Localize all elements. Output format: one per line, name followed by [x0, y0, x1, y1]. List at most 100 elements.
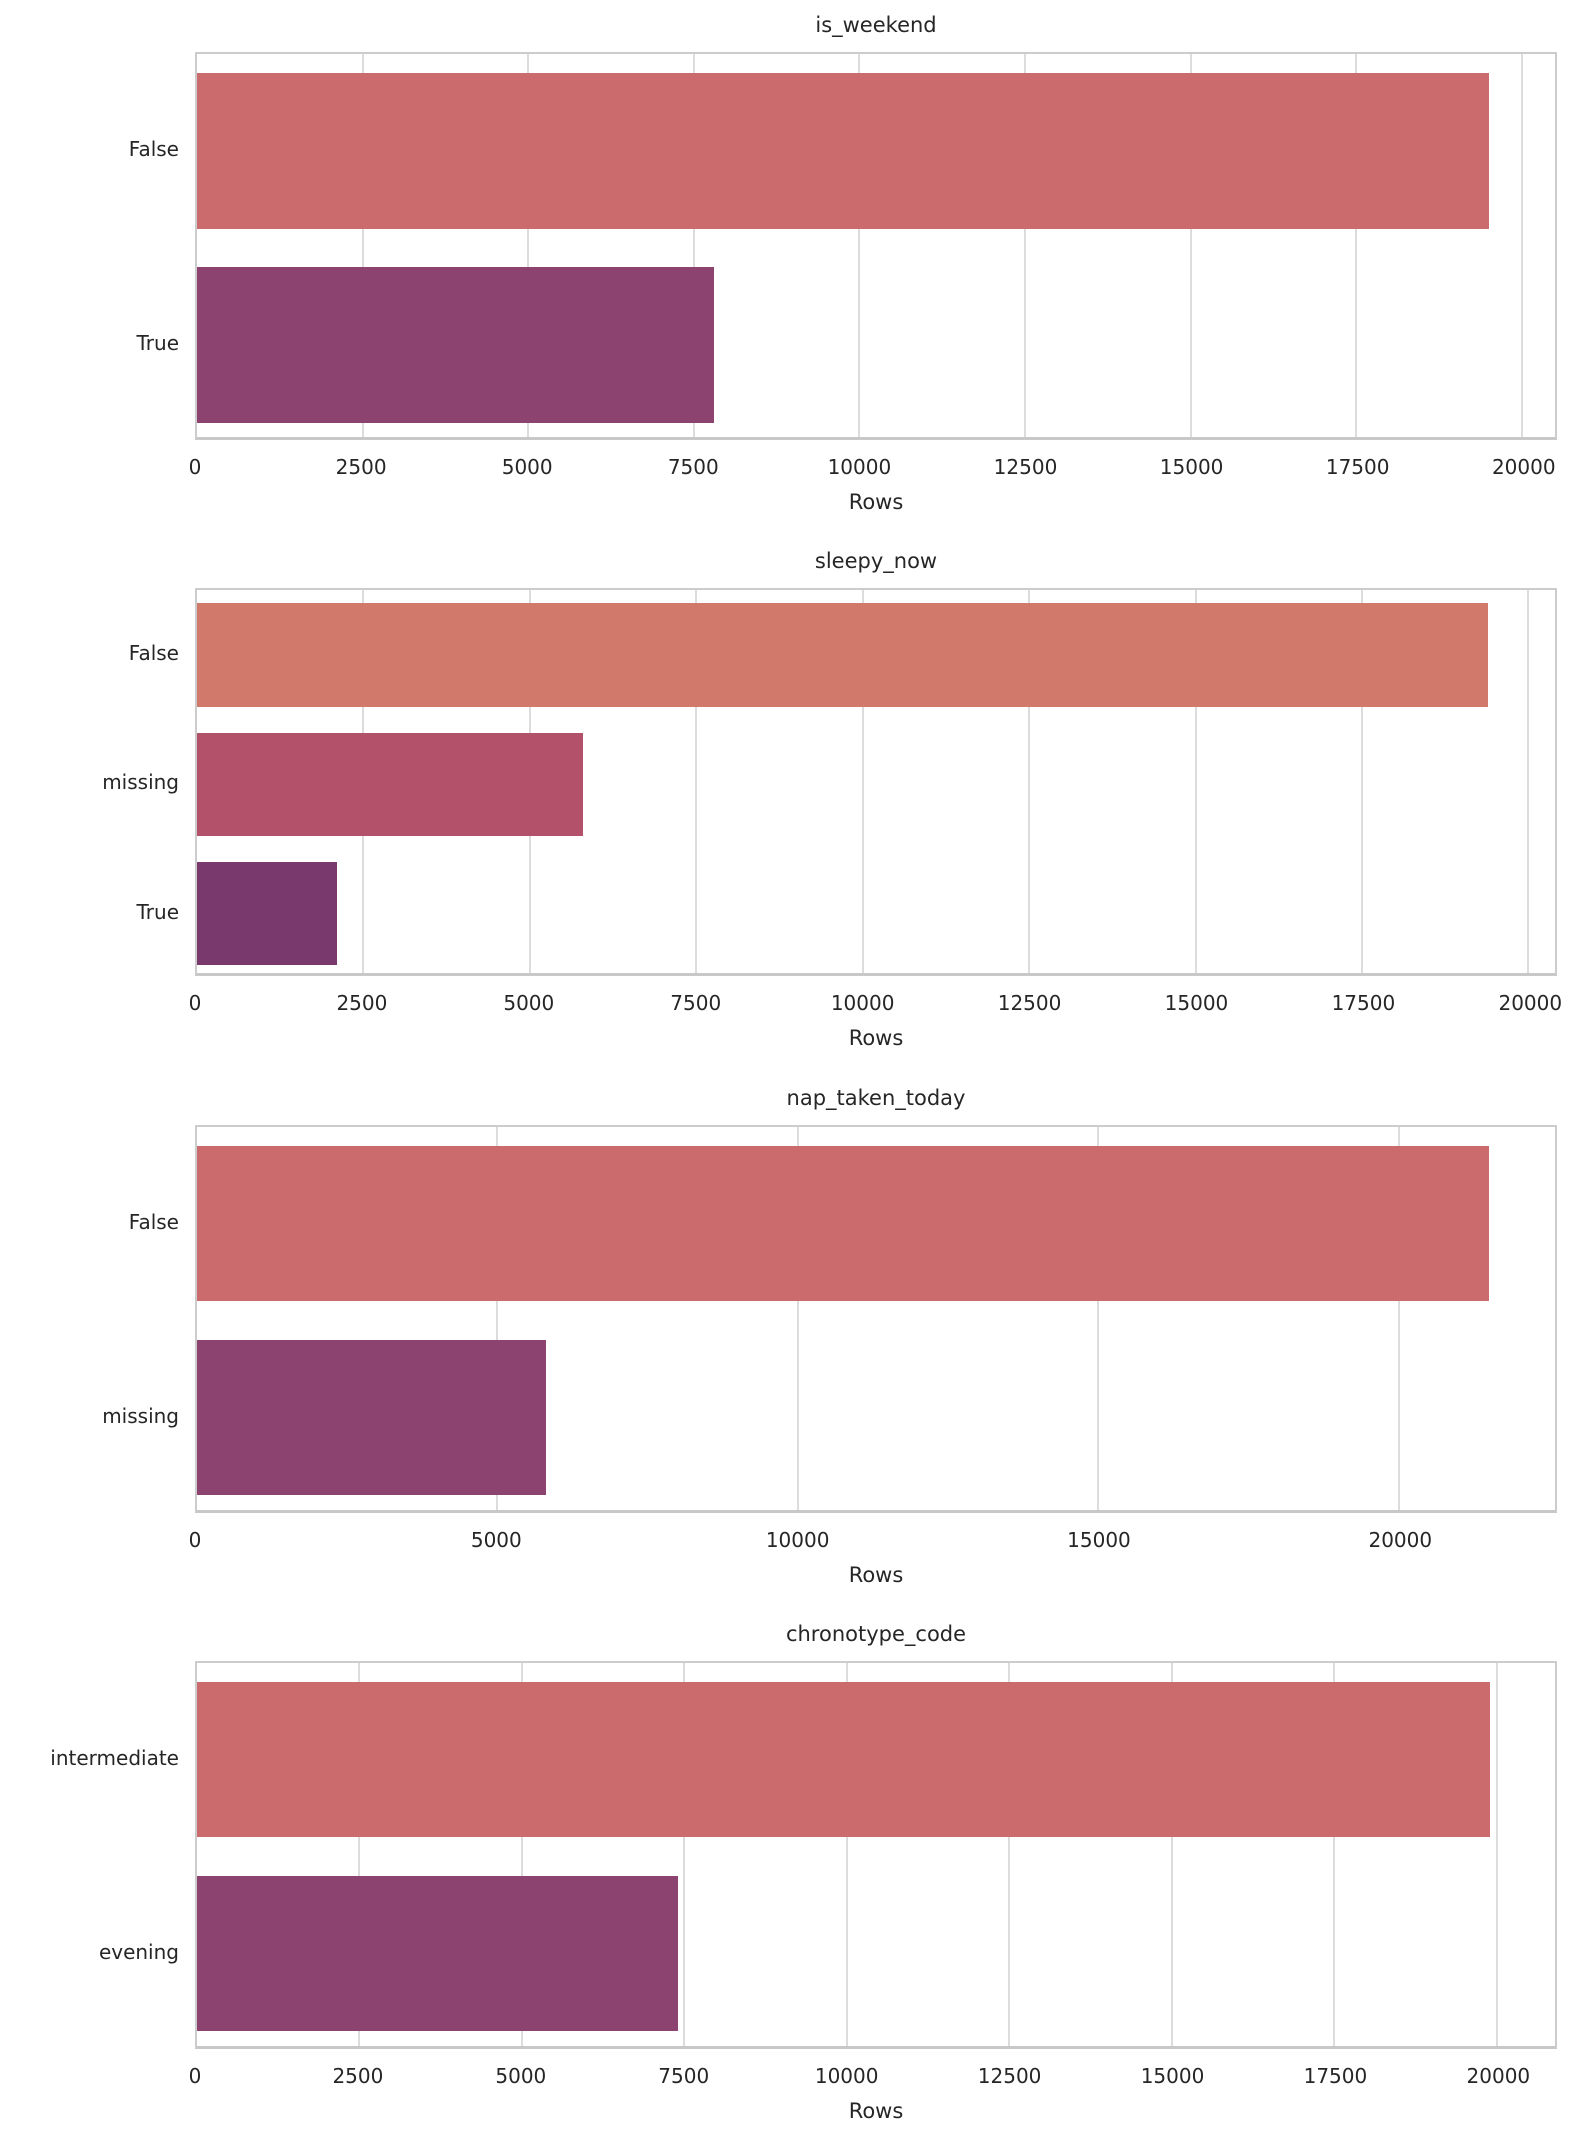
- gridline: [1189, 54, 1192, 437]
- gridline: [1495, 1662, 1498, 2046]
- x-axis-ticks: 0 2500 5000 7500 10000 12500 15000 17500 20000: [189, 2063, 1557, 2088]
- x-tick-label: 15000: [1159, 455, 1224, 479]
- y-axis-labels: False missing: [0, 1125, 179, 1513]
- subplot-is_weekend: is_weekend False True 0 2500 5000 7500 10000 125…: [0, 0, 1572, 536]
- subplot-chronotype_code: chronotype_code intermediate evening 0 2500 5…: [0, 1609, 1572, 2145]
- bar-False: [197, 1145, 1489, 1302]
- x-tick-label: 0: [188, 455, 202, 479]
- bar-missing: [197, 1339, 546, 1496]
- gridline: [1333, 1662, 1336, 2046]
- x-tick-label: 15000: [1067, 1527, 1131, 1552]
- plot-area: [195, 52, 1557, 440]
- x-tick-label: 10000: [827, 455, 892, 479]
- x-axis-label: Rows: [848, 490, 904, 514]
- gridline: [1355, 54, 1358, 437]
- gridline: [520, 1662, 523, 2046]
- bar-missing: [197, 732, 584, 836]
- bar-intermediate: [197, 1682, 1491, 1838]
- plot-title: sleepy_now: [814, 549, 938, 574]
- y-axis-labels: False True: [0, 52, 179, 440]
- y-axis-labels: intermediate evening: [0, 1661, 179, 2049]
- y-tick-label: evening: [98, 1939, 179, 1964]
- x-axis-label: Rows: [848, 2098, 904, 2123]
- gridline: [796, 1126, 799, 1510]
- plot-title: nap_taken_today: [786, 1085, 966, 1110]
- x-tick-label: 7500: [658, 2063, 710, 2088]
- gridline: [692, 54, 695, 437]
- gridline: [845, 1662, 848, 2046]
- gridline: [858, 54, 861, 437]
- plot-title: chronotype_code: [785, 1621, 967, 1646]
- x-axis-ticks: 0 2500 5000 7500 10000 12500 15000 17500 20000: [189, 991, 1562, 1016]
- y-tick-label: missing: [102, 770, 179, 795]
- x-tick-label: 20000: [1466, 2063, 1531, 2088]
- y-tick-label: False: [128, 1209, 179, 1234]
- x-tick-label: 10000: [830, 991, 895, 1016]
- y-axis-labels: False missing True: [0, 588, 179, 976]
- gridline: [361, 54, 364, 437]
- x-axis-ticks: 0 5000 10000 15000 20000: [189, 1527, 1557, 1552]
- y-tick-label: True: [136, 331, 179, 355]
- x-tick-label: 5000: [495, 2063, 547, 2088]
- gridline: [1360, 590, 1363, 974]
- x-tick-label: 0: [188, 1527, 202, 1552]
- x-tick-label: 2500: [332, 2063, 384, 2088]
- gridline: [358, 1662, 361, 2046]
- x-axis-label: Rows: [848, 1562, 904, 1587]
- plot-area: [195, 1660, 1557, 2049]
- gridline: [1520, 54, 1523, 437]
- x-tick-label: 5000: [470, 1527, 522, 1552]
- bar-False: [197, 603, 1489, 707]
- x-axis-ticks: 0 2500 5000 7500 10000 12500 15000 17500 20000: [189, 455, 1557, 479]
- gridline: [1170, 1662, 1173, 2046]
- plot-title: is_weekend: [815, 13, 937, 37]
- x-tick-label: 15000: [1164, 991, 1229, 1016]
- x-tick-label: 12500: [997, 991, 1062, 1016]
- gridline: [1097, 1126, 1100, 1510]
- x-tick-label: 20000: [1368, 1527, 1433, 1552]
- x-tick-label: 20000: [1498, 991, 1563, 1016]
- gridline: [527, 54, 530, 437]
- x-tick-label: 12500: [993, 455, 1058, 479]
- y-tick-label: intermediate: [50, 1745, 179, 1770]
- x-tick-label: 10000: [765, 1527, 830, 1552]
- y-tick-label: True: [136, 899, 179, 924]
- x-tick-label: 20000: [1491, 455, 1556, 479]
- bar-True: [197, 861, 337, 966]
- x-tick-label: 17500: [1303, 2063, 1368, 2088]
- gridline: [861, 590, 864, 974]
- x-tick-label: 12500: [977, 2063, 1042, 2088]
- bar-False: [197, 73, 1489, 229]
- x-tick-label: 0: [188, 991, 202, 1016]
- x-tick-label: 0: [188, 2063, 202, 2088]
- x-tick-label: 7500: [667, 455, 719, 479]
- gridline: [683, 1662, 686, 2046]
- x-tick-label: 2500: [335, 455, 387, 479]
- gridline: [1008, 1662, 1011, 2046]
- x-tick-label: 5000: [501, 455, 553, 479]
- y-tick-label: missing: [102, 1403, 179, 1428]
- subplot-sleepy_now: sleepy_now False missing True 0 2500 5000 7500 1…: [0, 536, 1572, 1072]
- gridline: [1397, 1126, 1400, 1510]
- gridline: [1527, 590, 1530, 974]
- x-tick-label: 17500: [1331, 991, 1396, 1016]
- plot-area: [195, 588, 1557, 977]
- x-axis-label: Rows: [848, 1026, 904, 1051]
- x-tick-label: 15000: [1140, 2063, 1205, 2088]
- bar-evening: [197, 1876, 678, 2032]
- gridline: [1024, 54, 1027, 437]
- bar-True: [197, 267, 714, 423]
- x-tick-label: 17500: [1325, 455, 1390, 479]
- subplot-nap_taken_today: nap_taken_today False missing 0 5000 10000 150…: [0, 1073, 1572, 1609]
- x-tick-label: 7500: [670, 991, 722, 1016]
- x-tick-label: 10000: [814, 2063, 879, 2088]
- plot-area: [195, 1124, 1557, 1513]
- gridline: [1028, 590, 1031, 974]
- y-tick-label: False: [128, 137, 179, 161]
- gridline: [496, 1126, 499, 1510]
- gridline: [1194, 590, 1197, 974]
- gridline: [695, 590, 698, 974]
- y-tick-label: False: [128, 640, 179, 665]
- x-tick-label: 2500: [336, 991, 388, 1016]
